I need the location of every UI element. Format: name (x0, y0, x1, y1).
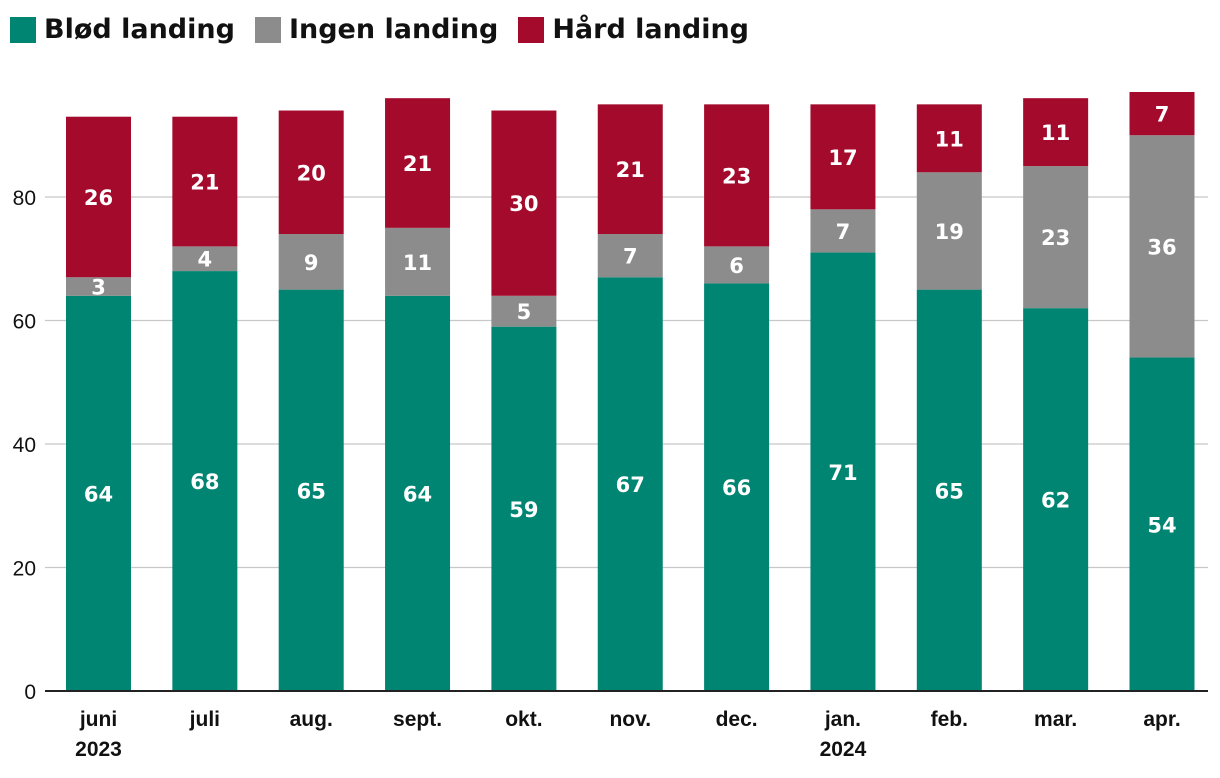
bar-segment-0-1 (172, 271, 238, 691)
x-tick-label-3-0: sept. (393, 708, 442, 731)
legend-label-hard: Hård landing (552, 14, 749, 45)
data-label-1-5: 7 (623, 245, 638, 269)
bar-segment-0-3 (385, 295, 451, 691)
data-label-2-7: 17 (828, 146, 857, 170)
x-tick-label-7-1: 2024 (820, 738, 867, 761)
data-label-0-0: 64 (84, 482, 113, 506)
data-label-1-2: 9 (304, 251, 319, 275)
data-label-2-3: 21 (403, 152, 432, 176)
data-label-0-9: 62 (1041, 489, 1070, 513)
bar-segment-0-5 (597, 277, 663, 691)
data-label-2-2: 20 (297, 161, 326, 185)
data-label-0-3: 64 (403, 482, 432, 506)
x-tick-label-9-0: mar. (1034, 708, 1077, 731)
bar-segment-1-8 (916, 172, 982, 290)
data-label-2-0: 26 (84, 186, 113, 210)
bar-segment-2-5 (597, 104, 663, 235)
x-tick-label-1-0: juli (189, 708, 220, 731)
bar-segment-1-1 (172, 246, 238, 272)
bar-segment-2-9 (1023, 98, 1089, 167)
legend-label-ingen: Ingen landing (288, 14, 499, 45)
y-tick-label-60: 60 (13, 310, 36, 333)
bar-segment-1-5 (597, 234, 663, 278)
data-label-2-5: 21 (616, 158, 645, 182)
data-label-0-4: 59 (509, 498, 538, 522)
data-label-2-1: 21 (190, 171, 219, 195)
legend: Blød landing Ingen landing Hård landing (10, 14, 769, 45)
bar-segment-2-3 (385, 98, 451, 228)
data-label-0-2: 65 (297, 479, 326, 503)
x-tick-label-2-0: aug. (290, 708, 333, 731)
data-label-1-1: 4 (198, 248, 213, 272)
data-label-1-6: 6 (729, 254, 744, 278)
x-tick-label-10-0: apr. (1143, 708, 1180, 731)
data-label-0-5: 67 (616, 473, 645, 497)
bar-segment-1-9 (1023, 166, 1089, 309)
bar-segment-2-8 (916, 104, 982, 173)
data-label-1-4: 5 (517, 300, 532, 324)
data-label-1-9: 23 (1041, 226, 1070, 250)
data-label-2-9: 11 (1041, 121, 1070, 145)
legend-swatch-hard (518, 16, 545, 43)
data-label-2-10: 7 (1155, 103, 1170, 127)
x-tick-label-6-0: dec. (716, 708, 758, 731)
bar-segment-2-1 (172, 116, 238, 247)
bar-segment-2-10 (1129, 92, 1195, 136)
bar-segment-1-6 (704, 246, 770, 284)
bar-segment-1-3 (385, 227, 451, 296)
y-tick-label-0: 0 (24, 681, 36, 704)
x-tick-label-0-1: 2023 (75, 738, 122, 761)
bar-segment-2-4 (491, 110, 557, 296)
data-label-1-8: 19 (935, 220, 964, 244)
data-label-1-0: 3 (91, 276, 106, 300)
bar-segment-1-0 (66, 277, 131, 296)
legend-item-hard-landing: Hård landing (518, 14, 749, 45)
bar-segment-0-7 (810, 252, 876, 691)
data-label-1-3: 11 (403, 251, 432, 275)
legend-swatch-ingen (254, 16, 281, 43)
bar-segment-2-7 (810, 104, 876, 210)
x-tick-label-5-0: nov. (609, 708, 651, 731)
bar-segment-1-10 (1129, 135, 1195, 358)
y-tick-label-80: 80 (13, 187, 36, 210)
legend-item-blod-landing: Blød landing (10, 14, 235, 45)
bar-segment-0-0 (66, 295, 131, 691)
legend-swatch-blod (10, 16, 36, 43)
y-tick-label-40: 40 (13, 434, 36, 457)
bar-segment-0-6 (704, 283, 770, 691)
y-tick-label-20: 20 (13, 557, 36, 580)
data-label-2-4: 30 (509, 192, 538, 216)
data-label-0-10: 54 (1147, 513, 1176, 537)
bar-segment-1-2 (278, 234, 344, 290)
legend-item-ingen-landing: Ingen landing (254, 14, 499, 45)
data-label-0-1: 68 (190, 470, 219, 494)
data-label-0-8: 65 (935, 479, 964, 503)
x-tick-label-4-0: okt. (505, 708, 542, 731)
legend-label-blod: Blød landing (44, 14, 235, 45)
bar-segment-0-10 (1129, 357, 1195, 691)
bar-segment-1-4 (491, 295, 557, 327)
data-label-1-7: 7 (836, 220, 851, 244)
x-tick-label-7-0: jan. (824, 708, 861, 731)
data-label-0-6: 66 (722, 476, 751, 500)
bar-segment-2-2 (278, 110, 344, 235)
bar-segment-0-2 (278, 289, 344, 691)
bar-segment-2-0 (66, 116, 131, 278)
x-tick-label-0-0: juni (79, 708, 117, 731)
bar-segment-2-6 (704, 104, 770, 247)
data-label-2-8: 11 (935, 127, 964, 151)
bar-segment-0-4 (491, 326, 557, 691)
bar-segment-0-8 (916, 289, 982, 691)
data-label-2-6: 23 (722, 164, 751, 188)
bar-segment-0-9 (1023, 308, 1089, 691)
bar-segment-1-7 (810, 209, 876, 253)
data-label-0-7: 71 (828, 461, 857, 485)
x-tick-label-8-0: feb. (931, 708, 968, 731)
data-label-1-10: 36 (1147, 235, 1176, 259)
